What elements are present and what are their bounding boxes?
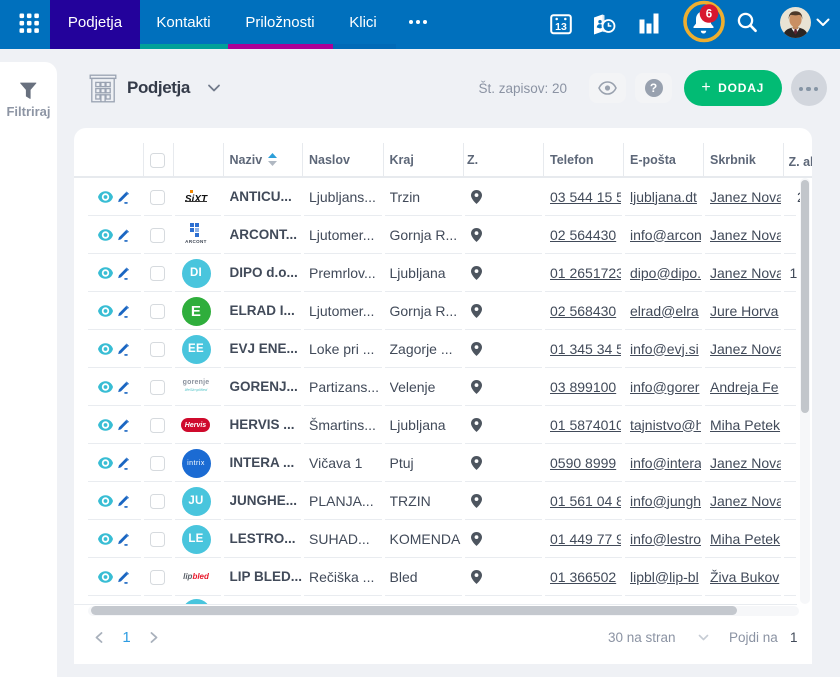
svg-text:13: 13 (555, 21, 567, 33)
svg-text:6: 6 (706, 9, 712, 21)
